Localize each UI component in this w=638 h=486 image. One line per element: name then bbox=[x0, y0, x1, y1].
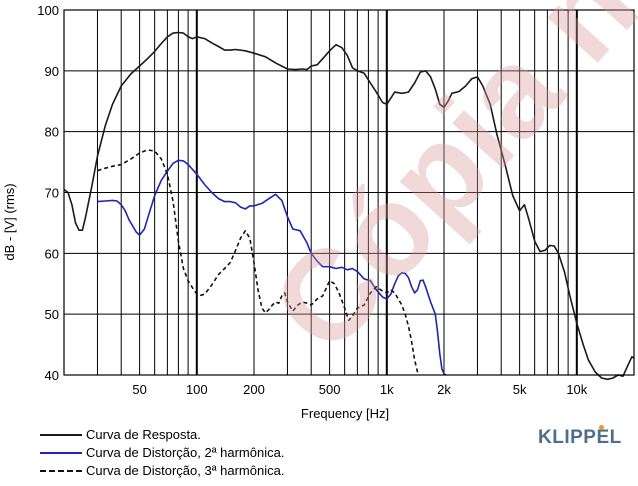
x-tick-label: 1k bbox=[380, 382, 394, 397]
y-tick-label: 90 bbox=[45, 64, 59, 79]
legend-swatch-response bbox=[40, 434, 82, 436]
series-line-2 bbox=[97, 159, 447, 376]
legend-swatch-3rd-harmonic bbox=[40, 470, 82, 472]
klippel-logo-dot bbox=[599, 425, 604, 430]
y-tick-label: 70 bbox=[45, 186, 59, 201]
legend-label-3rd-harmonic: Curva de Distorção, 3ª harmônica. bbox=[86, 463, 285, 478]
legend: Curva de Resposta. Curva de Distorção, 2… bbox=[40, 426, 284, 480]
series-line-3 bbox=[97, 149, 420, 376]
legend-label-2nd-harmonic: Curva de Distorção, 2ª harmônica. bbox=[86, 445, 285, 460]
tick-labels: 50 100 200 500 1k 2k 5k 10k 40 50 60 70 80 90 100 bbox=[37, 3, 587, 397]
series-layer bbox=[63, 31, 635, 381]
y-tick-label: 60 bbox=[45, 246, 59, 261]
y-tick-label: 80 bbox=[45, 125, 59, 140]
x-tick-label: 2k bbox=[437, 382, 451, 397]
legend-item-response: Curva de Resposta. bbox=[40, 426, 284, 444]
x-tick-label: 10k bbox=[566, 382, 587, 397]
y-tick-label: 50 bbox=[45, 307, 59, 322]
x-tick-label: 100 bbox=[186, 382, 208, 397]
x-tick-label: 500 bbox=[319, 382, 341, 397]
legend-swatch-2nd-harmonic bbox=[40, 452, 82, 454]
legend-item-3rd-harmonic: Curva de Distorção, 3ª harmônica. bbox=[40, 462, 284, 480]
x-tick-label: 50 bbox=[132, 382, 146, 397]
plot-frame bbox=[63, 9, 635, 376]
grid-lines bbox=[64, 10, 634, 375]
legend-item-2nd-harmonic: Curva de Distorção, 2ª harmônica. bbox=[40, 444, 284, 462]
x-axis-label: Frequency [Hz] bbox=[301, 406, 389, 421]
legend-label-response: Curva de Resposta. bbox=[86, 427, 201, 442]
y-axis-label: dB - [V] (rms) bbox=[2, 183, 17, 260]
y-tick-label: 40 bbox=[45, 368, 59, 383]
y-tick-label: 100 bbox=[37, 3, 59, 18]
klippel-logo: KLIPPEL bbox=[538, 427, 622, 449]
x-tick-label: 5k bbox=[513, 382, 527, 397]
series-line-1 bbox=[63, 31, 635, 381]
x-tick-label: 200 bbox=[243, 382, 265, 397]
klippel-logo-text: KLIPPEL bbox=[538, 427, 622, 448]
watermark-text: Cópia na bbox=[245, 0, 638, 379]
